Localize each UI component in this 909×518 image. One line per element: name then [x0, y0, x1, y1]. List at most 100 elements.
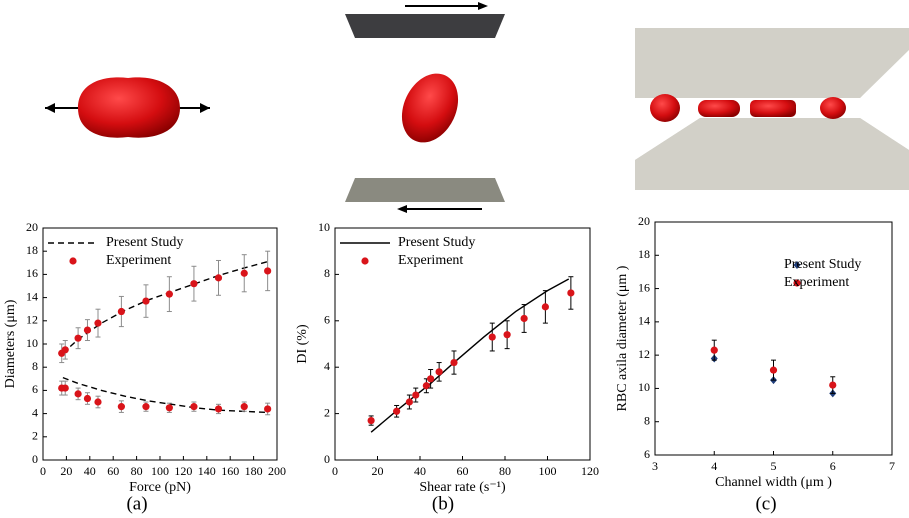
y-tick-label: 2 [324, 405, 330, 419]
data-point [165, 404, 173, 412]
rbc-sheared [401, 73, 459, 143]
x-tick-label: 0 [40, 464, 46, 478]
legend-label: Experiment [784, 275, 849, 290]
y-tick-label: 20 [26, 220, 38, 234]
data-point [264, 267, 272, 275]
y-tick-label: 14 [26, 289, 38, 303]
arrow-head [478, 2, 488, 10]
rbc-stretched [78, 77, 180, 138]
y-tick-label: 4 [32, 405, 38, 419]
channel-wall [635, 28, 909, 98]
model-line [62, 260, 268, 414]
y-tick-label: 12 [26, 313, 38, 327]
rbc-cell [698, 100, 740, 117]
y-axis-label: Diameters (μm) [3, 299, 18, 388]
y-tick-label: 16 [638, 280, 650, 294]
y-tick-label: 8 [644, 413, 650, 427]
caption: (b) [432, 493, 454, 514]
x-tick-label: 40 [84, 464, 96, 478]
x-tick-label: 60 [457, 464, 469, 478]
caption: (a) [126, 493, 147, 514]
legend-label: Experiment [398, 253, 463, 268]
x-tick-label: 100 [151, 464, 169, 478]
x-tick-label: 140 [198, 464, 216, 478]
y-tick-label: 18 [638, 247, 650, 261]
data-point [61, 346, 69, 354]
x-tick-label: 80 [131, 464, 143, 478]
rbc-cell [650, 94, 680, 122]
y-tick-label: 8 [32, 359, 38, 373]
data-point [240, 269, 248, 277]
y-tick-label: 6 [644, 447, 650, 461]
data-point [142, 297, 150, 305]
caption: (c) [755, 493, 776, 514]
x-tick-label: 120 [581, 464, 599, 478]
x-tick-label: 180 [245, 464, 263, 478]
x-axis-label: Channel width (μm ) [715, 475, 832, 490]
y-tick-label: 20 [638, 214, 650, 228]
data-point [94, 398, 102, 406]
data-point [520, 314, 528, 323]
x-axis-label: Shear rate (s⁻¹) [419, 480, 506, 495]
data-point [240, 403, 248, 411]
x-tick-label: 20 [372, 464, 384, 478]
x-tick-label: 200 [268, 464, 286, 478]
legend-marker [69, 257, 77, 265]
x-tick-label: 80 [499, 464, 511, 478]
y-tick-label: 14 [638, 314, 650, 328]
data-point [61, 384, 69, 392]
data-point [264, 405, 272, 413]
legend-label: Experiment [106, 253, 171, 268]
data-point [214, 274, 223, 282]
x-tick-label: 100 [539, 464, 557, 478]
illustrations [45, 2, 909, 213]
model-line [370, 278, 570, 433]
legend-label: Present Study [106, 235, 183, 250]
data-point [450, 358, 458, 367]
y-tick-label: 8 [324, 266, 330, 280]
data-point [74, 334, 82, 342]
data-point [214, 405, 223, 413]
data-point [83, 326, 92, 334]
data-point [435, 368, 443, 376]
data-point [94, 319, 102, 327]
data-point [190, 280, 198, 288]
y-axis-label: DI (%) [295, 324, 310, 364]
channel-wall [635, 118, 909, 190]
data-point [829, 381, 837, 389]
y-tick-label: 10 [318, 220, 330, 234]
y-tick-label: 16 [26, 266, 38, 280]
data-point [83, 394, 92, 403]
rbc-cell [820, 97, 846, 119]
data-point [117, 307, 125, 316]
x-tick-label: 20 [60, 464, 72, 478]
x-tick-label: 3 [652, 459, 658, 473]
data-point [422, 382, 430, 390]
y-axis-label: RBC axila diameter (μm ) [615, 265, 630, 411]
data-point [503, 331, 511, 339]
y-tick-label: 10 [638, 380, 650, 394]
data-point [117, 403, 125, 411]
legend-marker [361, 257, 369, 265]
x-tick-label: 60 [107, 464, 119, 478]
data-point [541, 303, 549, 311]
arrow-head [200, 103, 210, 113]
x-tick-label: 120 [174, 464, 192, 478]
legend-marker [793, 279, 801, 287]
arrow-head [397, 205, 407, 213]
x-tick-label: 7 [889, 459, 895, 473]
data-point [488, 333, 496, 341]
y-tick-label: 2 [32, 429, 38, 443]
x-tick-label: 160 [221, 464, 239, 478]
top-plate [345, 14, 505, 38]
x-tick-label: 0 [332, 464, 338, 478]
x-tick-label: 5 [771, 459, 777, 473]
x-tick-label: 40 [414, 464, 426, 478]
data-point [710, 346, 718, 354]
y-tick-label: 10 [26, 336, 38, 350]
data-point [142, 403, 150, 411]
y-tick-label: 6 [324, 313, 330, 327]
legend-marker [793, 261, 801, 269]
